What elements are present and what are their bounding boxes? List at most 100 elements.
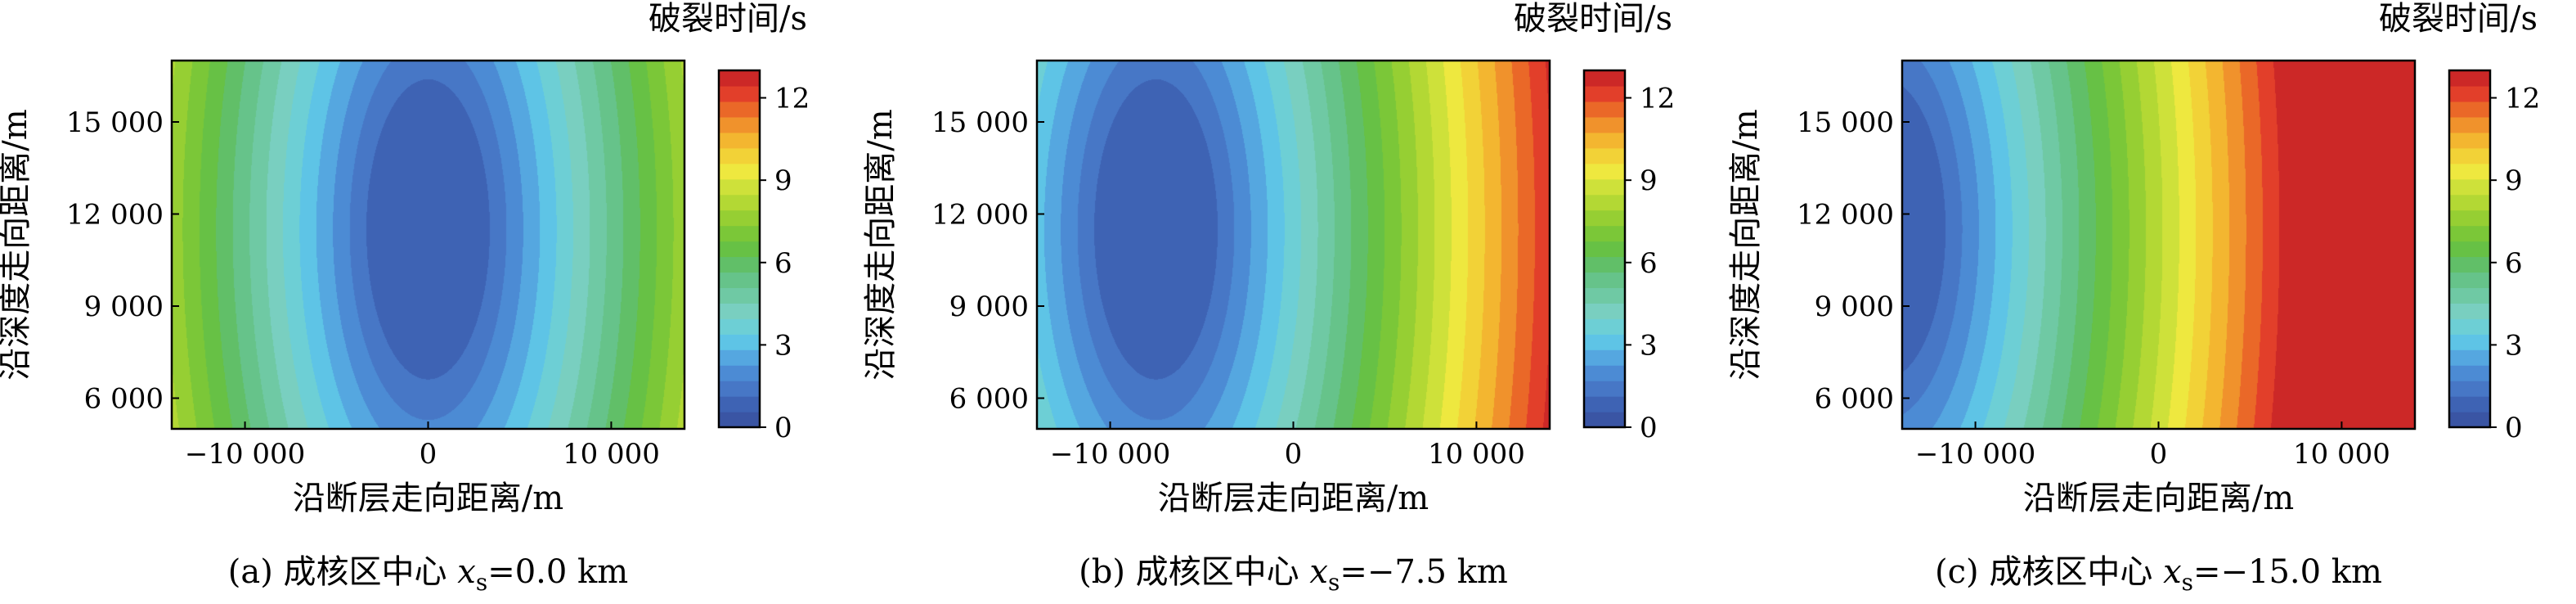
colorbar-frame — [1582, 69, 1627, 429]
y-tick-label: 12 000 — [1797, 199, 1894, 232]
colorbar-band — [2449, 147, 2490, 165]
colorbar-band — [1584, 132, 1625, 149]
colorbar-frame — [717, 69, 761, 429]
colorbar-band — [719, 256, 760, 273]
x-axis-title: 沿断层走向距离/m — [293, 480, 563, 517]
caption-value: =−15.0 km — [2193, 553, 2382, 591]
colorbar-band — [1584, 225, 1625, 242]
colorbar-band — [2449, 163, 2490, 180]
colorbar-band — [719, 349, 760, 366]
colorbar-tick-label: 3 — [774, 329, 792, 362]
y-tick-label: 6 000 — [1815, 383, 1894, 416]
colorbar-band — [719, 303, 760, 319]
x-tick-label: 10 000 — [1428, 438, 1525, 471]
panel-caption: (c) 成核区中心 xs=−15.0 km — [1935, 553, 2382, 596]
colorbar-tick-label: 9 — [1640, 165, 1658, 197]
contour-field — [1902, 61, 2415, 429]
colorbar-band — [1584, 178, 1625, 196]
colorbar-band — [719, 225, 760, 242]
colorbar-title: 破裂时间/s — [2379, 0, 2538, 38]
colorbar-band — [2449, 256, 2490, 273]
colorbar-tick-label: 3 — [1640, 329, 1658, 362]
colorbar-band — [719, 318, 760, 335]
colorbar-band — [1584, 396, 1625, 412]
colorbar-band — [1584, 412, 1625, 428]
colorbar-band — [2449, 303, 2490, 319]
panel-b: −10 000 0 10 000 6 000 9 000 12 000 15 000 沿断层走… — [862, 0, 1675, 596]
caption-variable: x — [1309, 553, 1328, 591]
colorbar-band — [719, 241, 760, 258]
colorbar-band — [719, 85, 760, 102]
y-tick-label: 9 000 — [84, 291, 164, 323]
colorbar-band — [2449, 178, 2490, 196]
colorbar-band — [2449, 116, 2490, 133]
colorbar-title: 破裂时间/s — [648, 0, 807, 38]
y-tick-label: 9 000 — [1815, 291, 1894, 323]
colorbar-tick-label: 9 — [774, 165, 792, 197]
colorbar-band — [719, 381, 760, 397]
panel-c: −10 000 0 10 000 6 000 9 000 12 000 15 000 沿断层走… — [1727, 0, 2540, 596]
colorbar-band — [2449, 101, 2490, 118]
colorbar-band — [1584, 116, 1625, 133]
contour-field — [172, 61, 684, 429]
colorbar-band — [719, 272, 760, 288]
y-tick-label: 15 000 — [931, 106, 1029, 139]
panel-a: −10 000 0 10 000 6 000 9 000 12 000 15 000 沿断层走… — [0, 0, 810, 596]
colorbar-tick-label: 0 — [1640, 412, 1658, 444]
colorbar-band — [1584, 303, 1625, 319]
colorbar-band — [1584, 272, 1625, 288]
x-tick-label: 10 000 — [563, 438, 660, 471]
colorbar-band — [719, 210, 760, 227]
x-tick-label: 0 — [2150, 438, 2168, 471]
y-axis-title: 沿深度走向距离/m — [1727, 109, 1765, 380]
y-tick-label: 15 000 — [66, 106, 164, 139]
colorbar-band — [2449, 241, 2490, 258]
colorbar-band — [1584, 349, 1625, 366]
caption-label: (b) 成核区中心 — [1079, 553, 1309, 591]
colorbar-band — [2449, 272, 2490, 288]
panel-caption: (b) 成核区中心 xs=−7.5 km — [1079, 553, 1508, 596]
colorbar-band — [1584, 256, 1625, 273]
x-axis-title: 沿断层走向距离/m — [1158, 480, 1429, 517]
caption-value: =−7.5 km — [1340, 553, 1508, 591]
colorbar-band — [2449, 381, 2490, 397]
colorbar-tick-label: 3 — [2505, 329, 2523, 362]
colorbar-band — [719, 194, 760, 211]
colorbar-band — [1584, 147, 1625, 165]
colorbar-band — [1584, 334, 1625, 350]
y-axis-title: 沿深度走向距离/m — [0, 109, 34, 380]
y-axis-title: 沿深度走向距离/m — [862, 109, 900, 380]
colorbar-band — [2449, 396, 2490, 412]
colorbar-tick-label: 0 — [774, 412, 792, 444]
colorbar-band — [2449, 132, 2490, 149]
colorbar-band — [2449, 349, 2490, 366]
colorbar-band — [719, 163, 760, 180]
y-tick-label: 15 000 — [1797, 106, 1894, 139]
x-tick-label: 0 — [1285, 438, 1303, 471]
x-tick-label: −10 000 — [185, 438, 305, 471]
colorbar-band — [1584, 85, 1625, 102]
colorbar-band — [1584, 163, 1625, 180]
colorbar-band — [719, 116, 760, 133]
colorbar-band — [1584, 194, 1625, 211]
x-tick-label: −10 000 — [1915, 438, 2035, 471]
colorbar-band — [1584, 210, 1625, 227]
caption-label: (c) 成核区中心 — [1935, 553, 2163, 591]
caption-variable: x — [457, 553, 476, 591]
colorbar-band — [719, 334, 760, 350]
colorbar-band — [719, 101, 760, 118]
caption-variable: x — [2163, 553, 2182, 591]
y-tick-label: 6 000 — [949, 383, 1029, 416]
colorbar-band — [2449, 365, 2490, 381]
x-tick-label: 10 000 — [2293, 438, 2390, 471]
colorbar-tick-label: 6 — [774, 247, 792, 280]
colorbar-band — [719, 132, 760, 149]
caption-subscript: s — [2182, 569, 2193, 596]
colorbar-band — [2449, 210, 2490, 227]
caption-value: =0.0 km — [487, 553, 628, 591]
colorbar-band — [2449, 70, 2490, 87]
colorbar-band — [1584, 318, 1625, 335]
caption-subscript: s — [1328, 569, 1340, 596]
colorbar-band — [1584, 381, 1625, 397]
colorbar-band — [719, 70, 760, 87]
